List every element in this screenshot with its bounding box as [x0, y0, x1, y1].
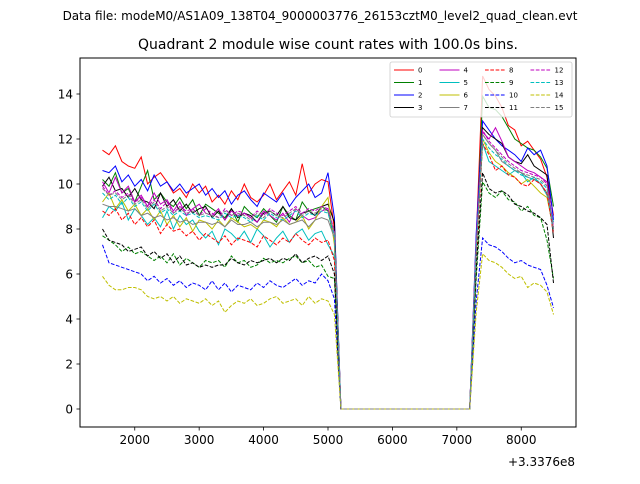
series-line-10 [102, 236, 554, 410]
x-tick-label: 7000 [442, 433, 473, 447]
legend-label-9: 9 [509, 79, 513, 87]
suptitle: Data file: modeM0/AS1A09_138T04_90000037… [63, 9, 578, 23]
legend-label-7: 7 [464, 104, 468, 112]
series-line-2 [102, 119, 554, 410]
y-axis: 0 2 4 6 8 10 12 14 [58, 88, 80, 417]
legend-label-11: 11 [509, 104, 518, 112]
legend-label-4: 4 [464, 67, 469, 75]
y-tick-label: 2 [65, 358, 73, 372]
series-layer [102, 75, 554, 410]
series-line-15 [102, 133, 554, 410]
legend-label-8: 8 [509, 67, 513, 75]
legend-label-0: 0 [418, 67, 422, 75]
y-tick-label: 14 [58, 88, 73, 102]
legend-label-1: 1 [418, 79, 422, 87]
x-tick-label: 3000 [184, 433, 215, 447]
y-tick-label: 10 [58, 178, 73, 192]
y-tick-label: 12 [58, 133, 73, 147]
y-tick-label: 6 [65, 268, 73, 282]
x-tick-label: 6000 [377, 433, 408, 447]
legend-label-13: 13 [555, 79, 564, 87]
x-axis: 2000 3000 4000 5000 6000 7000 8000 [119, 427, 537, 447]
series-line-8 [102, 141, 554, 410]
legend-label-3: 3 [418, 104, 422, 112]
chart-title: Quadrant 2 module wise count rates with … [138, 37, 518, 53]
legend-label-5: 5 [464, 79, 468, 87]
legend-box [389, 61, 573, 118]
series-line-9 [102, 180, 554, 410]
legend-label-12: 12 [555, 67, 564, 75]
x-offset-label: +3.3376e8 [508, 455, 575, 469]
y-tick-label: 4 [65, 313, 73, 327]
x-tick-label: 2000 [119, 433, 150, 447]
legend-label-6: 6 [464, 92, 469, 100]
x-tick-label: 4000 [248, 433, 279, 447]
legend-label-14: 14 [555, 92, 564, 100]
y-tick-label: 8 [65, 223, 73, 237]
x-tick-label: 5000 [313, 433, 344, 447]
legend-label-15: 15 [555, 104, 564, 112]
series-line-13 [102, 137, 554, 410]
series-line-14 [102, 252, 554, 410]
legend-label-2: 2 [418, 92, 422, 100]
legend-label-10: 10 [509, 92, 518, 100]
series-line-0 [102, 75, 554, 410]
series-line-11 [102, 172, 554, 410]
x-tick-label: 8000 [506, 433, 537, 447]
y-tick-label: 0 [65, 403, 73, 417]
